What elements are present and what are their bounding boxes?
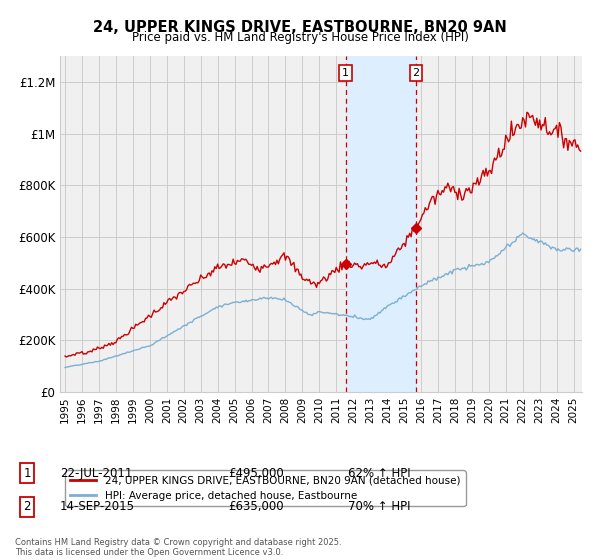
Text: 62% ↑ HPI: 62% ↑ HPI: [348, 466, 410, 480]
Legend: 24, UPPER KINGS DRIVE, EASTBOURNE, BN20 9AN (detached house), HPI: Average price: 24, UPPER KINGS DRIVE, EASTBOURNE, BN20 …: [65, 470, 466, 506]
Text: 70% ↑ HPI: 70% ↑ HPI: [348, 500, 410, 514]
Text: £635,000: £635,000: [228, 500, 284, 514]
Text: 14-SEP-2015: 14-SEP-2015: [60, 500, 135, 514]
Text: Price paid vs. HM Land Registry's House Price Index (HPI): Price paid vs. HM Land Registry's House …: [131, 31, 469, 44]
Text: 1: 1: [23, 466, 31, 480]
Text: Contains HM Land Registry data © Crown copyright and database right 2025.
This d: Contains HM Land Registry data © Crown c…: [15, 538, 341, 557]
Text: 1: 1: [342, 68, 349, 78]
Bar: [346, 56, 416, 392]
Text: 2: 2: [413, 68, 419, 78]
Text: 24, UPPER KINGS DRIVE, EASTBOURNE, BN20 9AN: 24, UPPER KINGS DRIVE, EASTBOURNE, BN20 …: [93, 20, 507, 35]
Text: 2: 2: [23, 500, 31, 514]
Text: £495,000: £495,000: [228, 466, 284, 480]
Text: 22-JUL-2011: 22-JUL-2011: [60, 466, 133, 480]
